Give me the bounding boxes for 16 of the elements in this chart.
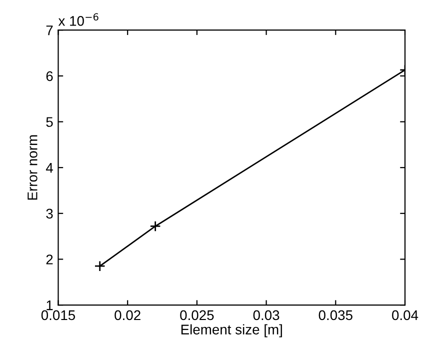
y-tick-label: 5 [46,117,53,127]
y-tick-label: 7 [46,26,53,36]
x-tick-label: 0.015 [41,310,76,320]
x-tick-label: 0.035 [318,310,352,320]
x-tick-label: 0.04 [392,310,418,320]
x-tick-label: 0.02 [114,310,140,320]
y-tick-label: 2 [46,254,53,264]
x-tick-label: 0.03 [253,310,280,320]
y-axis-title: Error norm [28,135,38,200]
x-tick-label: 0.025 [180,310,214,320]
x-axis-title: Element size [m] [181,324,282,338]
text: x 10$^{−6}$ [58,13,98,26]
y-tick-label: 4 [46,163,53,173]
y-tick-label: 3 [46,208,53,219]
y-tick-label: 6 [46,71,53,82]
y-tick-label: 1 [46,300,53,310]
